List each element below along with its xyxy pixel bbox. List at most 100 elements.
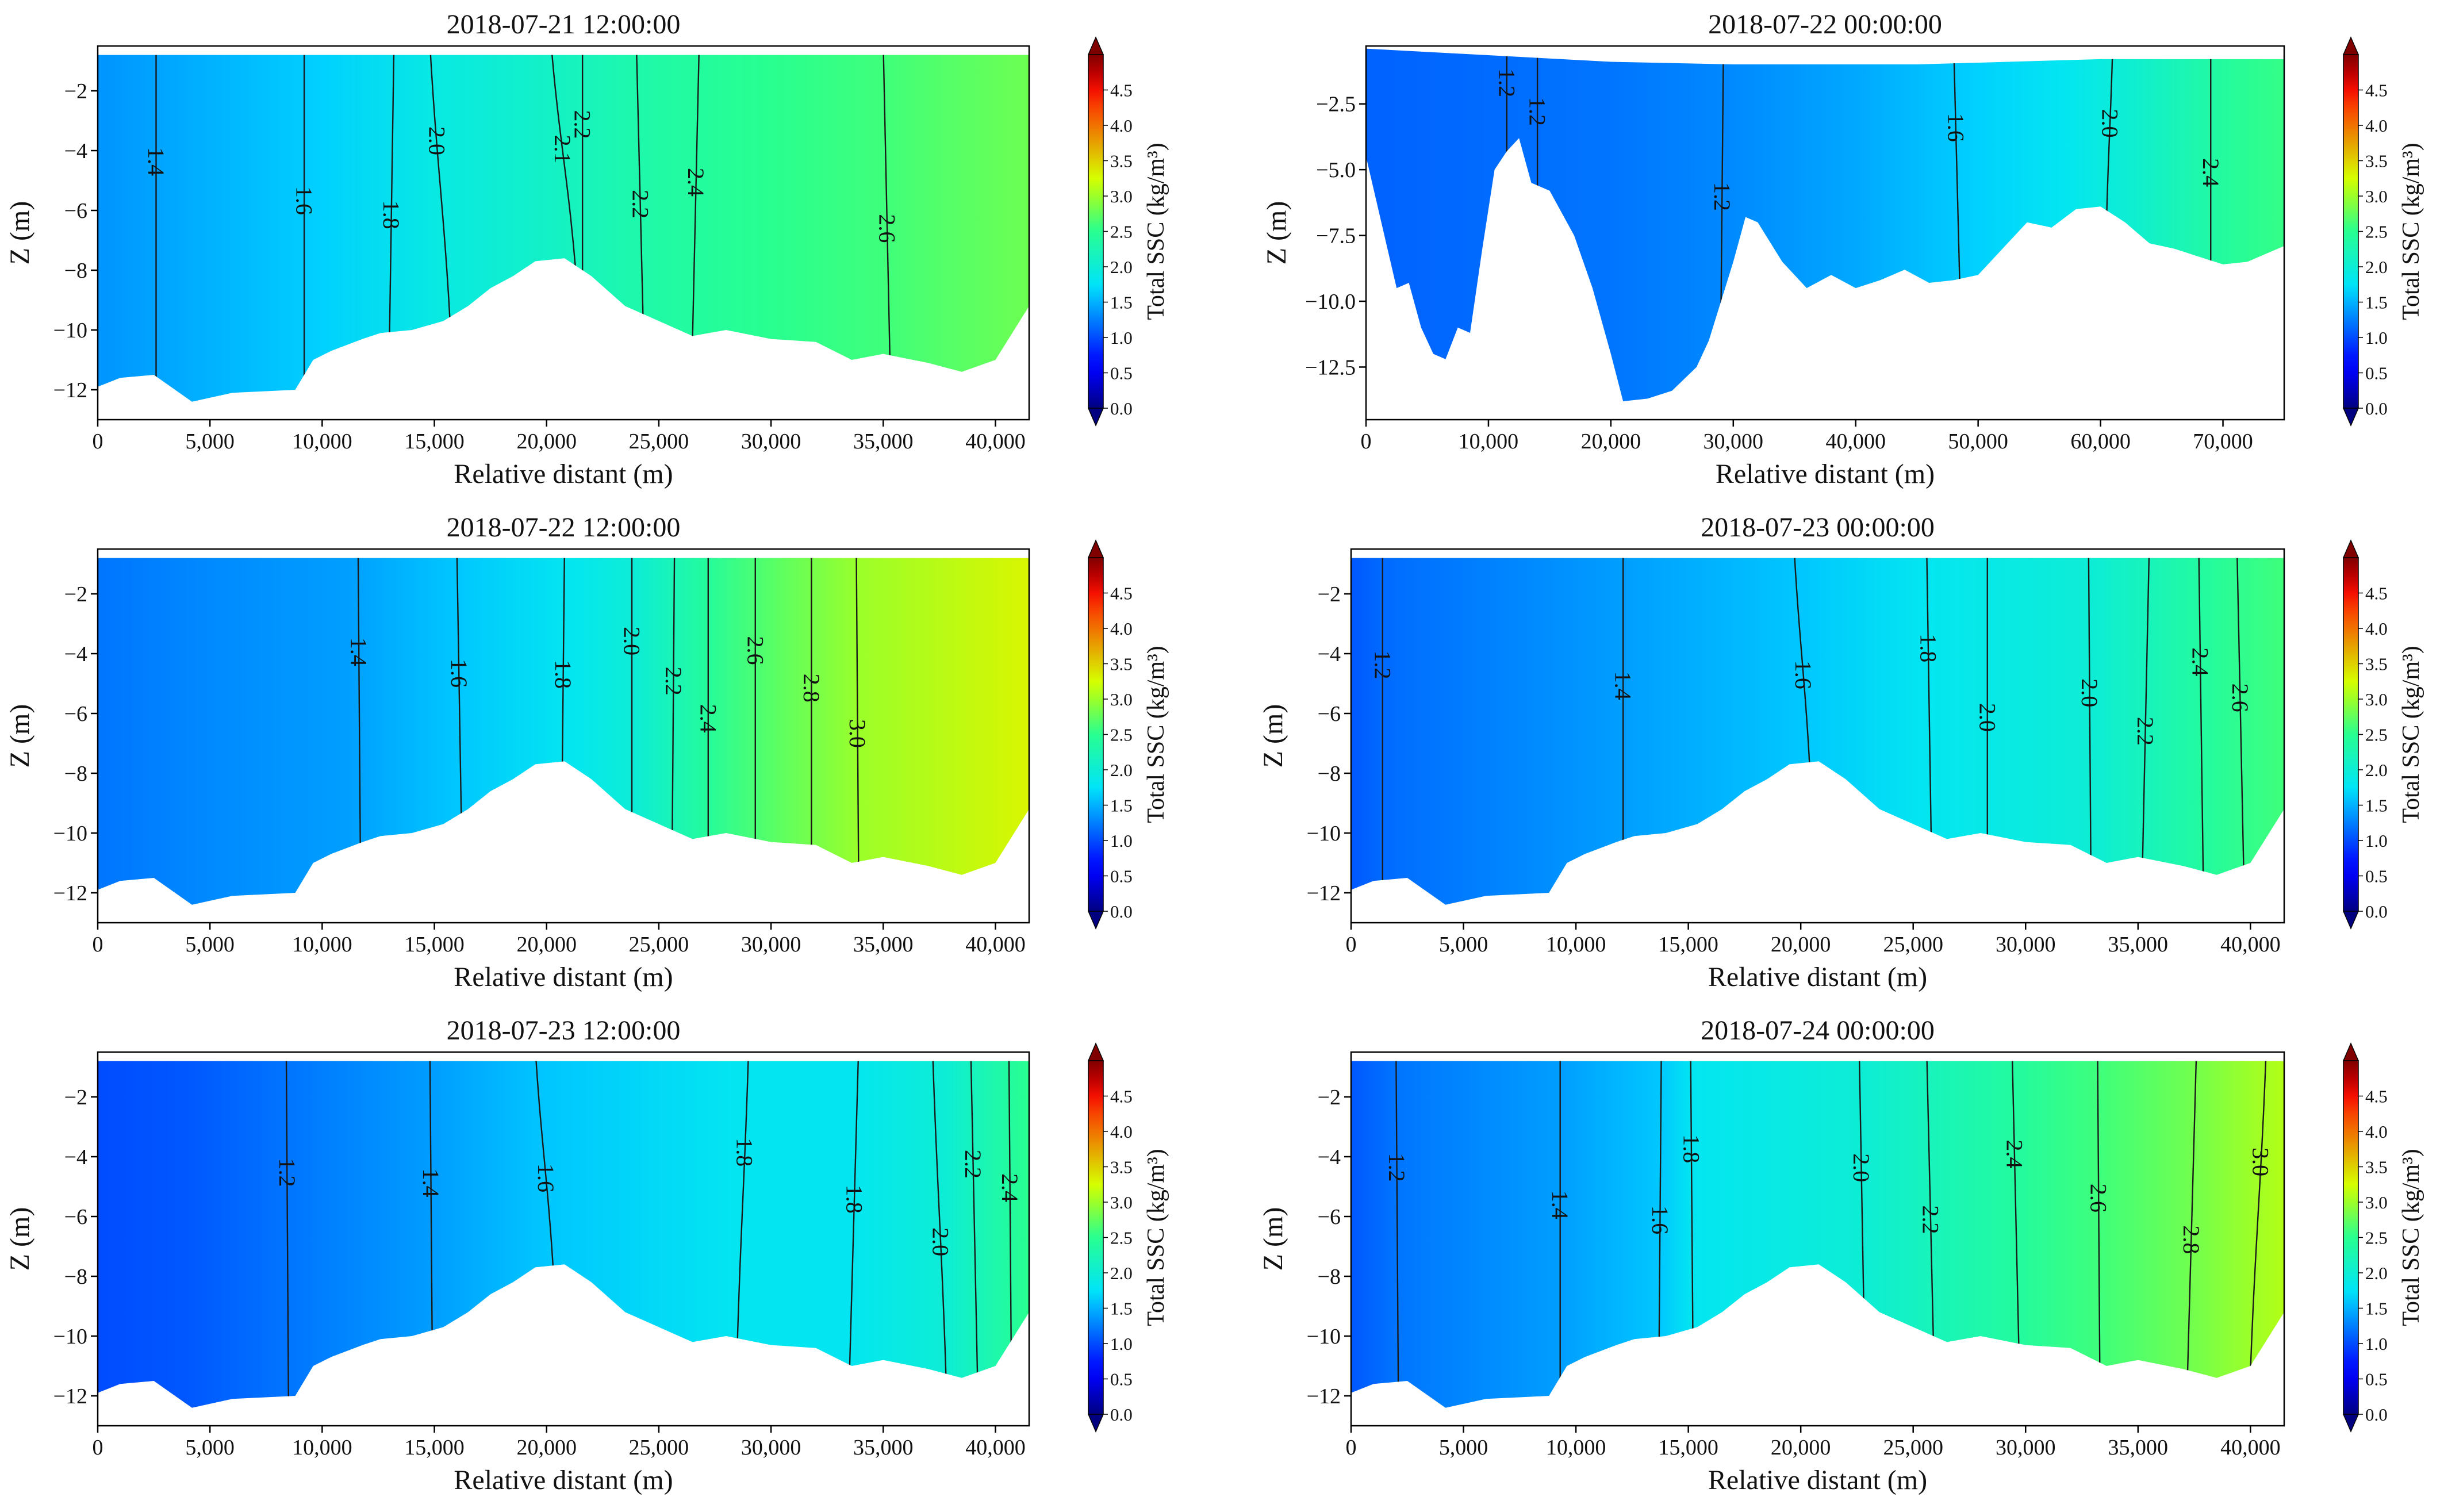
contour-line <box>285 1061 290 1402</box>
colorbar-extend-min <box>2342 408 2359 427</box>
plot-frame <box>1365 45 2285 421</box>
colorbar-tick-label: 3.0 <box>2365 186 2388 206</box>
colorbar-tick-label: 2.5 <box>2365 222 2388 242</box>
y-tick-label: −10 <box>53 822 87 846</box>
x-tick-label: 35,000 <box>853 932 914 957</box>
x-tick-label: 35,000 <box>853 1436 914 1460</box>
y-tick-label: −12 <box>53 378 87 402</box>
colorbar: 0.0 0.5 1.0 1.5 2.0 2.5 3.0 3.5 4.0 4.5 Total SSC … <box>1087 1042 1169 1433</box>
contour-label: 2.6 <box>2227 684 2253 712</box>
colorbar-tick-label: 3.5 <box>2365 1157 2388 1177</box>
x-tick-label: 40,000 <box>2220 932 2281 957</box>
colorbar-tick-label: 1.0 <box>1110 1334 1133 1354</box>
ssc-field <box>98 558 1029 905</box>
colorbar-bar <box>2343 54 2359 409</box>
colorbar-tick-label: 4.5 <box>2365 80 2388 101</box>
colorbar-tick-label: 0.0 <box>2365 398 2388 419</box>
contour-label: 1.6 <box>1790 661 1816 689</box>
colorbar-tick-label: 2.0 <box>2365 760 2388 780</box>
x-tick-label: 30,000 <box>741 932 801 957</box>
y-tick-label: −2 <box>64 1085 87 1110</box>
colorbar-tick-label: 4.5 <box>2365 1087 2388 1107</box>
contour-label: 2.0 <box>1848 1153 1874 1182</box>
contour-label: 1.6 <box>446 659 472 688</box>
y-tick-label: −6 <box>64 199 87 223</box>
colorbar-tick-label: 0.5 <box>2365 1369 2388 1390</box>
x-tick-label: 15,000 <box>404 429 465 454</box>
colorbar-tick-label: 0.5 <box>1110 866 1133 887</box>
ssc-field <box>98 1061 1029 1408</box>
colorbar-tick-label: 4.0 <box>1110 116 1133 136</box>
ssc-field <box>1351 558 2284 905</box>
y-tick-label: −12 <box>53 881 87 905</box>
ssc-field <box>1351 1061 2284 1408</box>
colorbar-bar <box>1088 1060 1104 1415</box>
contour-line <box>2097 1061 2101 1369</box>
x-tick-label: 0 <box>93 1436 103 1460</box>
x-tick-label: 40,000 <box>965 429 1026 454</box>
contour-label: 2.4 <box>683 168 709 197</box>
y-tick-label: −8 <box>1318 1265 1341 1289</box>
contour-label: 1.4 <box>346 638 372 666</box>
y-tick-label: −4 <box>1318 1145 1341 1169</box>
ssc-field <box>1366 48 2284 401</box>
colorbar-label: Total SSC (kg/m³) <box>1143 646 1169 823</box>
contour-label: 1.2 <box>274 1158 300 1187</box>
colorbar-tick-label: 3.5 <box>1110 1157 1133 1177</box>
contour-line <box>970 1061 979 1379</box>
contour-line <box>2198 558 2204 877</box>
contour-label: 1.6 <box>1943 113 1969 142</box>
colorbar-extend-min <box>1087 911 1104 930</box>
x-tick-label: 15,000 <box>404 1436 465 1460</box>
plot-frame <box>1350 548 2285 924</box>
y-tick-label: −10.0 <box>1305 290 1356 314</box>
colorbar-extend-max <box>1087 1042 1104 1061</box>
contour-line <box>1720 48 1724 308</box>
x-tick-label: 5,000 <box>185 429 235 454</box>
contour-label: 2.2 <box>1918 1205 1944 1234</box>
colorbar-tick-label: 2.5 <box>2365 725 2388 745</box>
contour-line <box>1658 1061 1662 1343</box>
x-tick-label: 30,000 <box>1996 1436 2056 1460</box>
contour-lines <box>357 558 860 868</box>
contour-line <box>736 1061 750 1344</box>
contour-line <box>1925 558 1932 838</box>
y-tick-label: −2 <box>64 79 87 103</box>
x-tick-label: 30,000 <box>1703 429 1764 454</box>
contour-line <box>357 558 361 849</box>
contour-label: 1.2 <box>1525 97 1551 126</box>
contour-label: 2.0 <box>619 627 645 655</box>
contour-label: 1.2 <box>1494 68 1520 97</box>
x-tick-label: 10,000 <box>292 1436 352 1460</box>
colorbar-tick-label: 1.0 <box>2365 831 2388 851</box>
colorbar-tick-label: 3.5 <box>1110 151 1133 171</box>
colorbar-tick-label: 4.5 <box>1110 80 1133 101</box>
colorbar-label: Total SSC (kg/m³) <box>1143 1149 1169 1326</box>
colorbar-tick-label: 0.0 <box>1110 1404 1133 1425</box>
x-axis-label: Relative distant (m) <box>454 962 673 992</box>
x-tick-label: 5,000 <box>185 1436 235 1460</box>
x-tick-label: 15,000 <box>1658 1436 1718 1460</box>
colorbar-tick-label: 1.5 <box>2365 293 2388 313</box>
colorbar-bar <box>2343 557 2359 912</box>
colorbar-tick-label: 2.0 <box>2365 257 2388 277</box>
colorbar-tick-label: 2.5 <box>2365 1228 2388 1248</box>
contour-label: 1.6 <box>1647 1206 1673 1234</box>
contour-label: 1.2 <box>1369 651 1395 680</box>
contour-label: 2.8 <box>2178 1225 2204 1254</box>
colorbar-extend-max <box>2342 539 2359 558</box>
contour-label: 2.0 <box>927 1227 953 1256</box>
contour-line <box>550 55 577 272</box>
contour-label: 1.8 <box>1678 1134 1704 1163</box>
x-tick-label: 25,000 <box>629 429 689 454</box>
x-tick-label: 10,000 <box>1546 932 1606 957</box>
y-tick-label: −4 <box>64 139 87 163</box>
y-axis-label: Z (m) <box>5 201 35 265</box>
x-tick-label: 20,000 <box>1771 1436 1831 1460</box>
y-tick-label: −4 <box>64 642 87 666</box>
y-tick-label: −5.0 <box>1316 158 1356 182</box>
y-tick-label: −8 <box>1318 762 1341 786</box>
plot-frame <box>97 1051 1030 1427</box>
contour-label: 1.6 <box>291 186 317 215</box>
contour-label: 2.4 <box>2188 647 2213 676</box>
